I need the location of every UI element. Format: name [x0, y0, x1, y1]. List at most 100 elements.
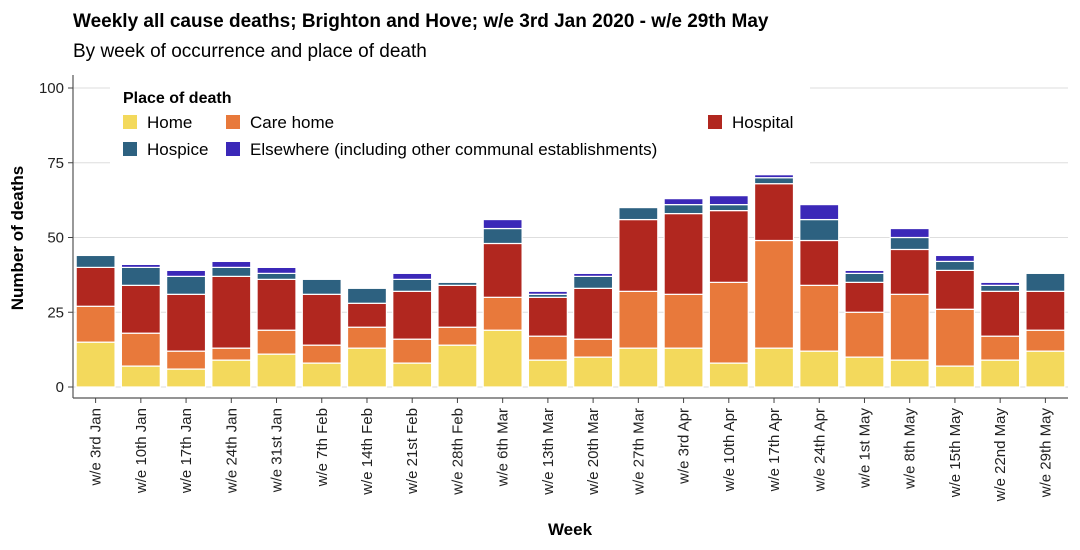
x-tick-label: w/e 24th Jan	[223, 408, 240, 494]
legend-label: Hospital	[732, 113, 793, 132]
bar-segment	[663, 198, 704, 206]
bar-segment	[346, 347, 388, 388]
bar-segment	[889, 293, 930, 361]
bar-segment	[663, 212, 704, 295]
bar-segment	[256, 266, 297, 274]
bar-segment	[120, 266, 161, 286]
bar-segment	[663, 204, 704, 215]
bar-segment	[346, 326, 388, 349]
x-tick-label: w/e 8th May	[902, 408, 919, 490]
bar-segment	[482, 227, 523, 245]
x-tick-label: w/e 15th May	[947, 408, 964, 499]
bar-segment	[980, 335, 1021, 361]
bar-segment	[1025, 290, 1066, 331]
bar-segment	[934, 260, 975, 271]
bars	[75, 174, 1066, 388]
bar-segment	[75, 254, 116, 269]
bar-segment	[437, 284, 478, 328]
y-axis-title: Number of deaths	[8, 166, 27, 311]
x-tick-label: w/e 13th Mar	[540, 408, 557, 496]
x-tick-label: w/e 22nd May	[992, 408, 1009, 503]
bar-segment	[573, 356, 614, 388]
x-tick-label: w/e 3rd Jan	[88, 408, 105, 487]
y-tick-label: 50	[47, 230, 64, 247]
bar-segment	[753, 177, 795, 185]
bar-segment	[753, 183, 795, 242]
bar-segment	[708, 362, 749, 388]
bar-segment	[437, 326, 478, 346]
bar-segment	[120, 332, 161, 367]
bar-segment	[211, 260, 252, 269]
bar-segment	[844, 311, 885, 358]
bar-segment	[934, 254, 975, 263]
bar-segment	[301, 293, 342, 346]
bar-segment	[889, 227, 930, 239]
x-tick-label: w/e 29th May	[1037, 408, 1054, 499]
bar-segment	[1025, 272, 1066, 292]
legend-item: Hospice	[123, 140, 208, 159]
bar-segment	[346, 287, 388, 304]
x-tick-label: w/e 28th Feb	[449, 408, 466, 496]
bar-segment	[166, 269, 207, 277]
legend-label: Care home	[250, 113, 334, 132]
bar-segment	[301, 278, 342, 295]
bar-segment	[256, 353, 297, 388]
bar-segment	[211, 359, 252, 388]
bar-segment	[482, 242, 523, 298]
y-tick-label: 75	[47, 155, 64, 172]
y-tick-labels: 0 25 50 75 100	[39, 80, 73, 396]
bar-segment	[799, 350, 840, 388]
bar-segment	[708, 209, 749, 283]
bar-segment	[889, 248, 930, 295]
bar-segment	[799, 218, 840, 242]
bar-segment	[166, 275, 207, 295]
bar-segment	[346, 302, 388, 328]
bar-segment	[120, 263, 161, 269]
bar-segment	[75, 341, 116, 388]
bar-segment	[934, 269, 975, 310]
legend-item: Care home	[226, 113, 334, 132]
chart-title: Weekly all cause deaths; Brighton and Ho…	[73, 11, 769, 32]
bar-segment	[301, 344, 342, 364]
bar-segment	[844, 356, 885, 388]
bar-segment	[980, 359, 1021, 388]
bar-segment	[753, 347, 795, 388]
y-tick-label: 0	[56, 379, 64, 396]
bar-segment	[527, 290, 568, 295]
bar-segment	[256, 329, 297, 355]
x-tick-label: w/e 31st Jan	[269, 408, 286, 493]
bar-segment	[618, 207, 659, 221]
legend-swatch	[708, 115, 722, 129]
bar-segment	[211, 347, 252, 361]
legend-label: Hospice	[147, 140, 208, 159]
bar-segment	[799, 239, 840, 286]
bar-segment	[889, 236, 930, 251]
bar-segment	[708, 204, 749, 212]
x-tick-label: w/e 7th Feb	[314, 408, 331, 487]
bar-segment	[256, 272, 297, 280]
x-tick-label: w/e 10th Jan	[133, 408, 150, 494]
bar-segment	[256, 278, 297, 331]
x-tick-label: w/e 14th Feb	[359, 408, 376, 496]
bar-segment	[392, 290, 433, 340]
bar-segment	[482, 218, 523, 230]
bar-segment	[392, 278, 433, 292]
bar-segment	[211, 275, 252, 349]
bar-segment	[844, 269, 885, 274]
legend-swatch	[123, 142, 137, 156]
x-tick-label: w/e 17th Jan	[178, 408, 195, 494]
bar-segment	[482, 296, 523, 331]
bar-segment	[844, 281, 885, 313]
bar-segment	[618, 347, 659, 388]
x-tick-label: w/e 10th Apr	[721, 408, 738, 492]
x-tick-label: w/e 3rd Apr	[676, 408, 693, 485]
axes	[72, 75, 1068, 399]
chart-subtitle: By week of occurrence and place of death	[73, 41, 427, 62]
legend-swatch	[226, 142, 240, 156]
y-tick-label: 100	[39, 80, 64, 97]
x-tick-label: w/e 21st Feb	[404, 408, 421, 495]
legend-item: Hospital	[708, 113, 793, 132]
bar-segment	[392, 338, 433, 364]
bar-segment	[75, 266, 116, 307]
